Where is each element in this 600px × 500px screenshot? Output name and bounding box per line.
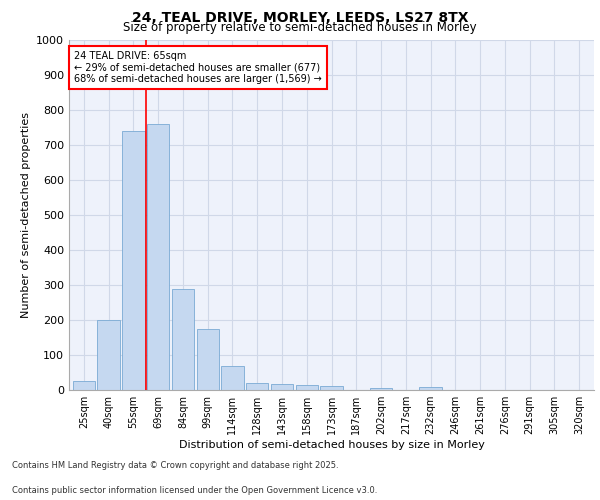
Y-axis label: Number of semi-detached properties: Number of semi-detached properties (20, 112, 31, 318)
Bar (370, 388, 392, 390)
Bar (419, 387, 442, 390)
Bar (296, 386, 318, 390)
Bar (197, 329, 219, 390)
Bar (73, 381, 95, 390)
Text: Contains HM Land Registry data © Crown copyright and database right 2025.: Contains HM Land Registry data © Crown c… (12, 461, 338, 470)
Text: 24, TEAL DRIVE, MORLEY, LEEDS, LS27 8TX: 24, TEAL DRIVE, MORLEY, LEEDS, LS27 8TX (132, 11, 468, 25)
Text: 24 TEAL DRIVE: 65sqm
← 29% of semi-detached houses are smaller (677)
68% of semi: 24 TEAL DRIVE: 65sqm ← 29% of semi-detac… (74, 50, 322, 84)
Bar (246, 383, 268, 390)
Bar (122, 131, 145, 390)
Bar (271, 384, 293, 390)
X-axis label: Distribution of semi-detached houses by size in Morley: Distribution of semi-detached houses by … (179, 440, 484, 450)
Bar (221, 366, 244, 390)
Bar (320, 386, 343, 390)
Bar (147, 124, 169, 390)
Text: Size of property relative to semi-detached houses in Morley: Size of property relative to semi-detach… (123, 22, 477, 35)
Bar (172, 288, 194, 390)
Text: Contains public sector information licensed under the Open Government Licence v3: Contains public sector information licen… (12, 486, 377, 495)
Bar (97, 320, 120, 390)
